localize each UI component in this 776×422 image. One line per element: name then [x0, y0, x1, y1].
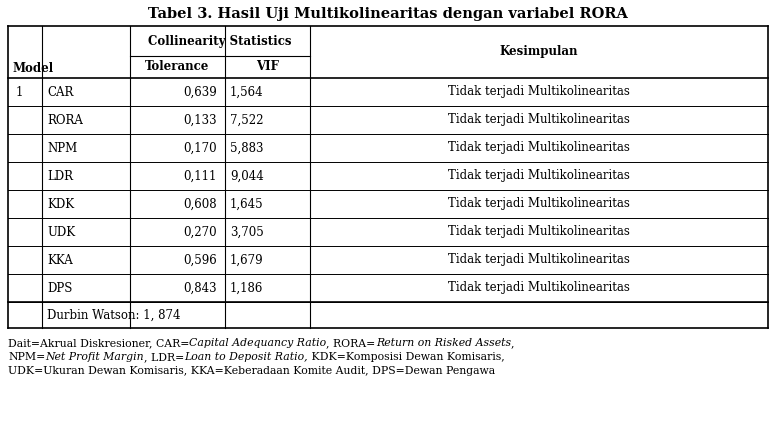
Text: KDK=Komposisi Dewan Komisaris,: KDK=Komposisi Dewan Komisaris, [308, 352, 504, 362]
Text: Tidak terjadi Multikolinearitas: Tidak terjadi Multikolinearitas [448, 225, 630, 238]
Text: , LDR=: , LDR= [144, 352, 184, 362]
Text: Dait=Akrual Diskresioner, CAR=: Dait=Akrual Diskresioner, CAR= [8, 338, 189, 348]
Text: NPM: NPM [47, 141, 78, 154]
Text: RORA: RORA [47, 114, 83, 127]
Text: 0,270: 0,270 [183, 225, 217, 238]
Text: 1,186: 1,186 [230, 281, 263, 295]
Text: Tidak terjadi Multikolinearitas: Tidak terjadi Multikolinearitas [448, 197, 630, 211]
Text: Tidak terjadi Multikolinearitas: Tidak terjadi Multikolinearitas [448, 281, 630, 295]
Text: Net Profit Margin: Net Profit Margin [45, 352, 144, 362]
Text: KKA: KKA [47, 254, 73, 267]
Text: Return on Risked Assets: Return on Risked Assets [376, 338, 511, 348]
Text: Tidak terjadi Multikolinearitas: Tidak terjadi Multikolinearitas [448, 170, 630, 182]
Text: 1,564: 1,564 [230, 86, 264, 98]
Text: 0,170: 0,170 [183, 141, 217, 154]
Text: Tabel 3. Hasil Uji Multikolinearitas dengan variabel RORA: Tabel 3. Hasil Uji Multikolinearitas den… [148, 7, 628, 21]
Text: Capital Adequancy Ratio: Capital Adequancy Ratio [189, 338, 327, 348]
Text: Tolerance: Tolerance [145, 60, 210, 73]
Text: 0,596: 0,596 [183, 254, 217, 267]
Text: 5,883: 5,883 [230, 141, 264, 154]
Text: UDK: UDK [47, 225, 75, 238]
Text: 0,639: 0,639 [183, 86, 217, 98]
Text: VIF: VIF [256, 60, 279, 73]
Text: Durbin Watson: 1, 874: Durbin Watson: 1, 874 [47, 308, 181, 322]
Text: 1,645: 1,645 [230, 197, 264, 211]
Text: 9,044: 9,044 [230, 170, 264, 182]
Text: KDK: KDK [47, 197, 74, 211]
Text: Tidak terjadi Multikolinearitas: Tidak terjadi Multikolinearitas [448, 141, 630, 154]
Text: 7,522: 7,522 [230, 114, 264, 127]
Text: 0,111: 0,111 [184, 170, 217, 182]
Text: Model: Model [12, 62, 53, 76]
Text: 0,843: 0,843 [183, 281, 217, 295]
Text: Tidak terjadi Multikolinearitas: Tidak terjadi Multikolinearitas [448, 114, 630, 127]
Text: NPM=: NPM= [8, 352, 45, 362]
Text: Tidak terjadi Multikolinearitas: Tidak terjadi Multikolinearitas [448, 254, 630, 267]
Text: 1: 1 [16, 86, 23, 98]
Text: Kesimpulan: Kesimpulan [500, 46, 578, 59]
Text: LDR: LDR [47, 170, 73, 182]
Text: Collinearity Statistics: Collinearity Statistics [148, 35, 292, 48]
Text: Loan to Deposit Ratio,: Loan to Deposit Ratio, [184, 352, 308, 362]
Text: Tidak terjadi Multikolinearitas: Tidak terjadi Multikolinearitas [448, 86, 630, 98]
Text: 0,133: 0,133 [183, 114, 217, 127]
Text: CAR: CAR [47, 86, 74, 98]
Text: 0,608: 0,608 [183, 197, 217, 211]
Text: 3,705: 3,705 [230, 225, 264, 238]
Text: 1,679: 1,679 [230, 254, 264, 267]
Text: ,: , [511, 338, 514, 348]
Text: UDK=Ukuran Dewan Komisaris, KKA=Keberadaan Komite Audit, DPS=Dewan Pengawa: UDK=Ukuran Dewan Komisaris, KKA=Keberada… [8, 366, 495, 376]
Text: DPS: DPS [47, 281, 72, 295]
Text: , RORA=: , RORA= [327, 338, 376, 348]
